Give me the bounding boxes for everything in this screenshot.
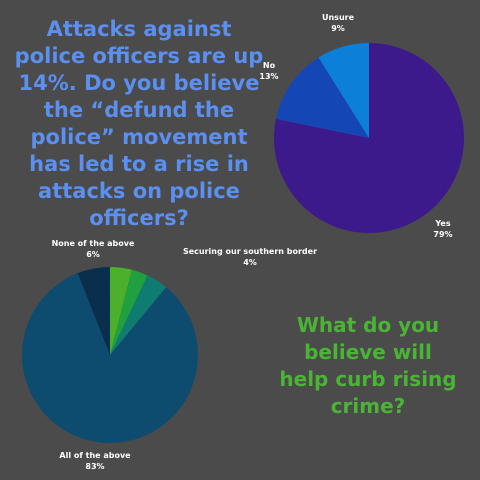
label-unsure: Unsure 9% [321, 13, 355, 33]
label-none-of-the-above: None of the above 6% [51, 239, 135, 259]
label-no: No 13% [259, 61, 279, 81]
pie2-slice-1 [110, 267, 132, 355]
pie2-slice-4 [77, 267, 110, 355]
label-securing-border: Securing our southern border 4% [182, 247, 318, 267]
question-2-title: What do you believe will help curb risin… [279, 313, 457, 418]
pie1-slice-2 [318, 43, 369, 138]
pie2-slice-0 [21, 273, 199, 443]
label-all-of-the-above: All of the above 83% [59, 451, 131, 471]
label-yes: Yes 79% [433, 219, 453, 239]
question-1-title: Attacks against police officers are up 1… [14, 17, 264, 230]
pie2-slice-3 [110, 275, 167, 355]
pie2-slice-2 [110, 269, 148, 355]
pie1-slice-1 [275, 57, 369, 138]
